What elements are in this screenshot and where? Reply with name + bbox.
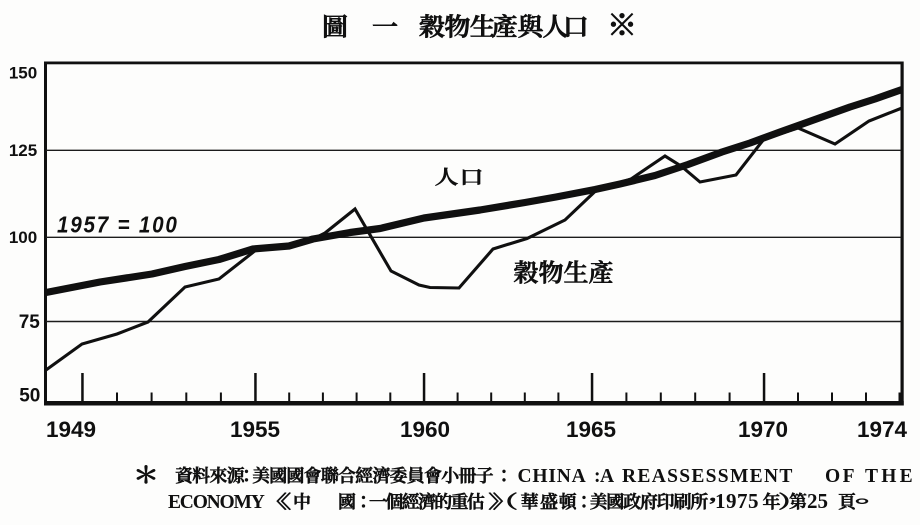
svg-text:THE: THE [865, 466, 916, 487]
svg-text:150: 150 [9, 64, 37, 83]
svg-text:75: 75 [19, 312, 41, 333]
svg-text:1974: 1974 [857, 417, 908, 442]
svg-text:25: 25 [807, 489, 828, 513]
svg-text:CHINA: CHINA [518, 466, 587, 487]
svg-text:1949: 1949 [46, 417, 96, 442]
svg-text:A: A [600, 466, 614, 487]
svg-text:1960: 1960 [400, 417, 450, 442]
svg-text:50: 50 [19, 386, 40, 407]
svg-text:125: 125 [9, 141, 37, 160]
svg-text:1965: 1965 [566, 417, 616, 442]
svg-text::: : [594, 466, 601, 487]
svg-text:REASSESSMENT: REASSESSMENT [622, 466, 794, 487]
svg-text:OF: OF [825, 466, 857, 487]
svg-text:1970: 1970 [738, 417, 788, 442]
svg-text:1957 = 100: 1957 = 100 [57, 211, 179, 238]
svg-text:100: 100 [9, 228, 37, 247]
svg-text:1955: 1955 [230, 417, 280, 442]
svg-text:ECONOMY: ECONOMY [168, 492, 265, 513]
svg-text:1975: 1975 [715, 489, 759, 513]
